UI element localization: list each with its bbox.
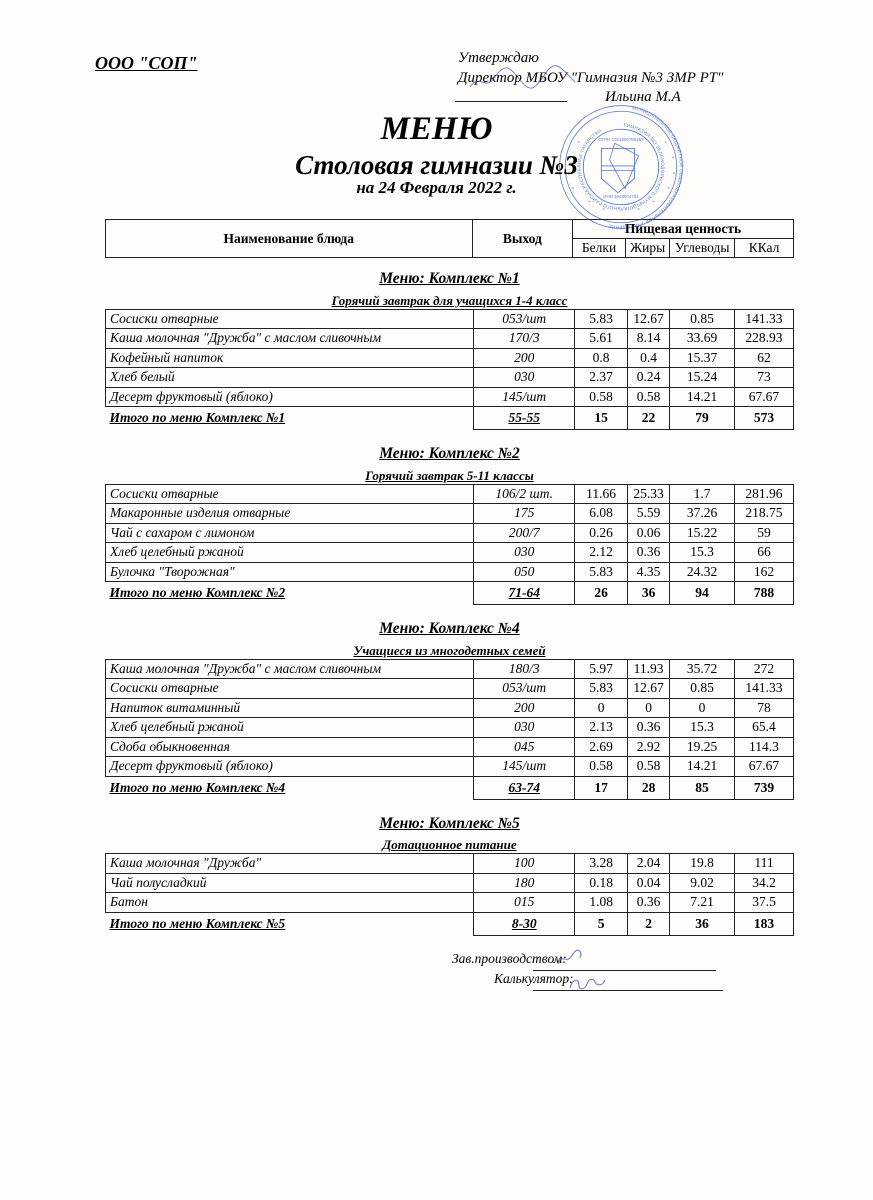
svg-text:*: * <box>602 207 605 213</box>
svg-text:*: * <box>638 207 641 213</box>
svg-text:*: * <box>652 200 655 206</box>
svg-text:*: * <box>588 200 591 206</box>
